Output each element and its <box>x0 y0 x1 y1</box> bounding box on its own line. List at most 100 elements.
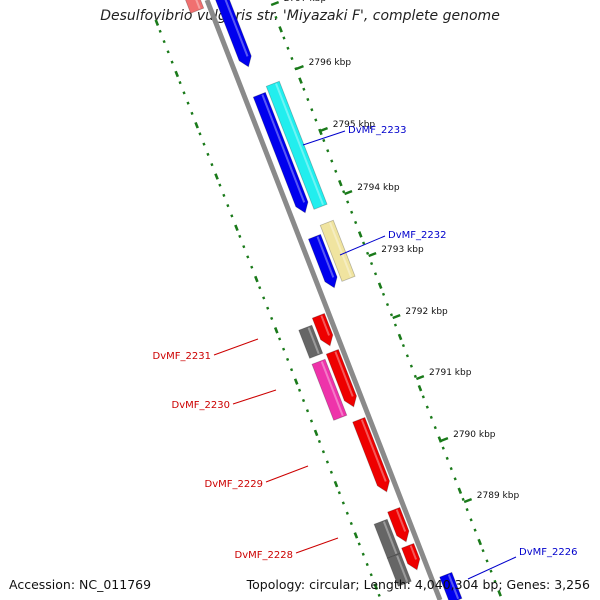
gene-label: DvMF_2232 <box>388 230 446 241</box>
gene-labels: DvMF_2233 DvMF_2232 DvMF_2231 DvMF_2230 DvMF… <box>153 125 578 561</box>
tick-left <box>258 286 262 290</box>
tick-right <box>409 364 413 368</box>
tick-right <box>497 590 502 597</box>
scale-tick <box>440 436 449 443</box>
scale-labels: 2797 kbp 2796 kbp 2795 kbp 2794 kbp 2793 kbp… <box>270 0 520 504</box>
tick-right <box>338 179 343 187</box>
scale-label: 2796 kbp <box>309 58 352 68</box>
scale-label: 2795 kbp <box>333 120 376 130</box>
tick-left <box>373 583 379 590</box>
gene-feature-highlight <box>409 545 417 560</box>
tick-left <box>238 234 242 239</box>
tick-left <box>250 265 254 269</box>
tick-left <box>210 163 214 167</box>
gene-label-leaders <box>213 130 517 580</box>
scale-label: 2797 kbp <box>284 0 327 4</box>
tick-left <box>226 204 230 208</box>
tick-left <box>242 245 246 249</box>
tick-right <box>441 446 445 450</box>
tick-left <box>282 347 286 351</box>
gene-label: DvMF_2230 <box>172 400 230 411</box>
gene-feature <box>311 312 334 347</box>
tick-left <box>246 255 250 259</box>
scale-tick <box>368 251 377 258</box>
tick-left <box>194 121 199 129</box>
tick-left <box>325 460 329 464</box>
tick-left <box>353 532 359 539</box>
tick-left <box>369 573 373 577</box>
gene-feature <box>265 80 328 210</box>
tick-right <box>465 508 469 512</box>
tick-left <box>361 552 365 556</box>
gene-label: DvMF_2229 <box>205 479 263 490</box>
tick-right <box>461 497 465 501</box>
gene-feature-highlight <box>275 83 324 206</box>
tick-left <box>174 70 180 78</box>
tick-right <box>350 210 354 214</box>
backbone-line <box>204 0 443 600</box>
tick-left <box>357 542 361 546</box>
tick-right <box>366 251 370 255</box>
tick-left <box>286 357 290 362</box>
tick-left <box>270 316 274 321</box>
genome-backbone <box>204 0 443 600</box>
tick-left <box>301 398 306 403</box>
scale-label: 2791 kbp <box>429 368 472 378</box>
tick-left <box>317 439 322 444</box>
tick-left <box>170 60 174 64</box>
tick-right <box>346 200 350 204</box>
scale-label: 2793 kbp <box>381 245 424 255</box>
gene-feature <box>307 233 338 289</box>
tick-right <box>493 579 497 584</box>
gene-feature-highlight <box>395 509 407 532</box>
tick-right <box>334 169 338 173</box>
gene-feature <box>311 358 348 421</box>
tick-left <box>214 173 219 180</box>
gene-label: DvMF_2233 <box>348 125 406 136</box>
map-title: Desulfovibrio vulgaris str. 'Miyazaki F'… <box>100 8 500 24</box>
gene-feature <box>352 416 390 493</box>
tick-right <box>417 384 423 392</box>
tick-left <box>166 50 170 54</box>
tick-left <box>273 327 279 334</box>
gene-feature-highlight <box>195 0 201 10</box>
gene-label-leader <box>467 556 517 580</box>
tick-right <box>473 528 477 532</box>
topology-text: Topology: circular; Length: 4,040,304 bp… <box>246 577 590 592</box>
tick-right <box>449 467 453 471</box>
tick-left <box>345 511 349 515</box>
tick-right <box>485 559 489 563</box>
scale-tick <box>270 0 280 7</box>
tick-right <box>278 26 283 33</box>
gene-feature-highlight <box>329 222 352 278</box>
tick-right <box>437 436 443 443</box>
tick-right <box>274 15 278 20</box>
tick-left <box>333 480 339 488</box>
gene-feature-highlight <box>307 327 320 355</box>
gene-label-leader <box>265 465 309 483</box>
tick-right <box>286 46 290 50</box>
tick-right <box>401 343 405 348</box>
tick-left <box>337 491 341 495</box>
gene-feature <box>401 542 421 571</box>
tick-left <box>266 306 270 310</box>
tick-left <box>309 419 314 423</box>
tick-right <box>421 395 425 399</box>
tick-left <box>305 409 310 413</box>
tick-left <box>198 132 202 136</box>
tick-right <box>425 405 429 409</box>
gene-label: DvMF_2226 <box>519 547 577 558</box>
tick-left <box>321 450 325 454</box>
tick-right <box>377 282 383 289</box>
tick-left <box>154 19 160 26</box>
tick-right <box>429 415 433 419</box>
tick-left <box>313 429 319 437</box>
gene-feature-highlight <box>360 419 387 482</box>
scale-tick <box>295 64 304 71</box>
tick-left <box>262 296 266 300</box>
tick-left <box>186 101 190 105</box>
tick-left <box>202 142 206 146</box>
tick-right <box>294 67 298 71</box>
scale-label: 2794 kbp <box>357 183 400 193</box>
scale-label: 2789 kbp <box>477 491 520 501</box>
